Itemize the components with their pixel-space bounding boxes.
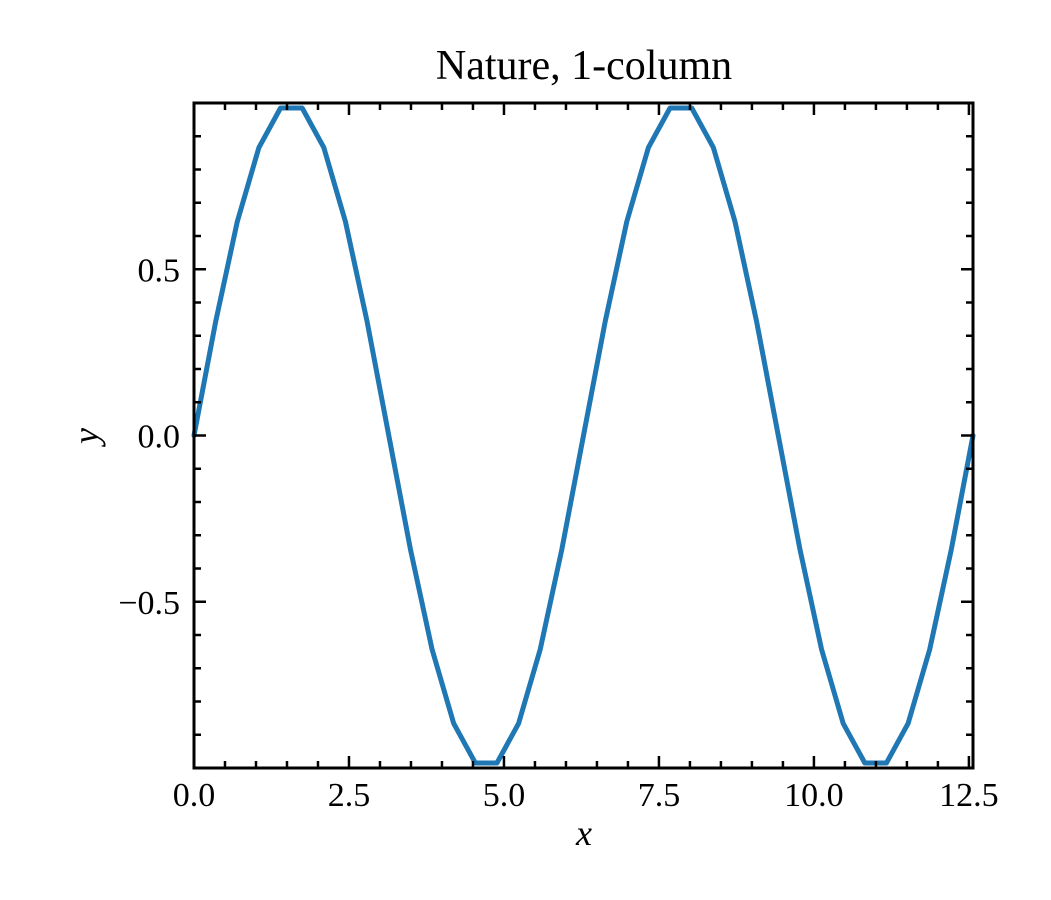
ticks (192, 103, 973, 768)
y-tick-label: 0.0 (138, 419, 181, 456)
x-axis-label: x (575, 813, 592, 853)
x-tick-label: 10.0 (784, 777, 844, 814)
x-tick-label: 7.5 (638, 777, 681, 814)
x-tick-label: 2.5 (328, 777, 371, 814)
y-axis-label: y (66, 428, 106, 447)
chart-title: Nature, 1-column (436, 43, 732, 89)
series-line (191, 105, 976, 766)
tick-labels: 0.0 2.5 5.0 7.5 10.0 12.5 −0.5 0.0 0.5 (118, 252, 998, 814)
y-tick-label: 0.5 (138, 252, 181, 289)
y-tick-label: −0.5 (118, 585, 180, 622)
plot-area: 0.0 2.5 5.0 7.5 10.0 12.5 −0.5 0.0 0.5 (118, 101, 999, 814)
x-tick-label: 12.5 (939, 777, 999, 814)
x-tick-label: 0.0 (173, 777, 216, 814)
x-tick-label: 5.0 (483, 777, 526, 814)
